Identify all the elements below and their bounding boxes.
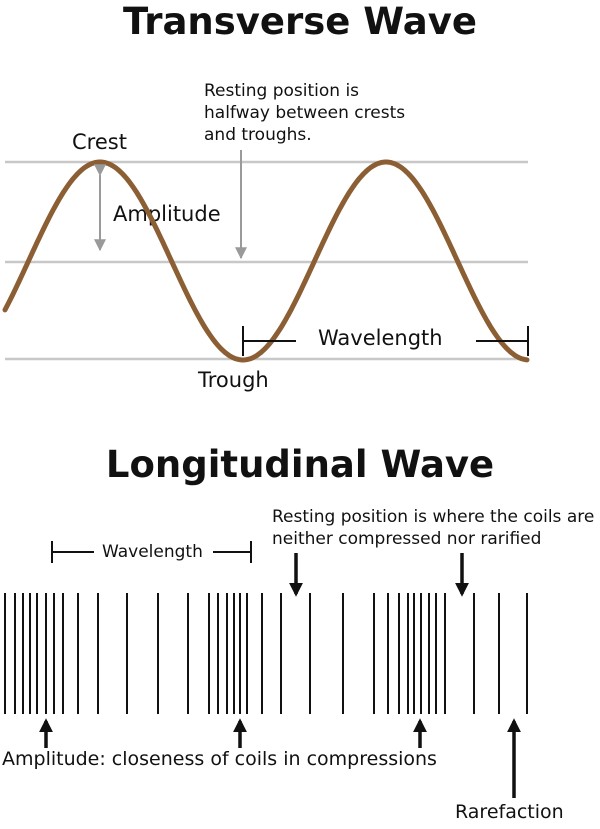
transverse-title: Transverse Wave <box>123 0 477 43</box>
wavelength-bracket <box>242 326 529 356</box>
note-line: Resting position is <box>204 81 360 101</box>
note-line: neither compressed nor rarified <box>272 529 542 549</box>
longitudinal-resting-note: Resting position is where the coils are … <box>272 506 594 550</box>
longitudinal-wavelength-bracket <box>51 541 252 563</box>
coil-group <box>4 593 528 714</box>
transverse-resting-note: Resting position is halfway between cres… <box>204 80 405 146</box>
trough-label: Trough <box>198 368 269 392</box>
amplitude-label: Amplitude <box>113 202 221 226</box>
longitudinal-title: Longitudinal Wave <box>105 443 495 486</box>
rarefaction-label: Rarefaction <box>455 801 564 823</box>
wavelength-label: Wavelength <box>318 326 443 350</box>
note-line: Resting position is where the coils are <box>272 507 595 527</box>
transverse-wave-curve <box>2 159 530 363</box>
amplitude-caption: Amplitude: closeness of coils in compres… <box>2 748 437 770</box>
note-line: halfway between crests <box>204 103 406 123</box>
note-line: and troughs. <box>204 125 312 145</box>
crest-label: Crest <box>72 130 127 154</box>
longitudinal-wavelength-label: Wavelength <box>102 542 203 562</box>
